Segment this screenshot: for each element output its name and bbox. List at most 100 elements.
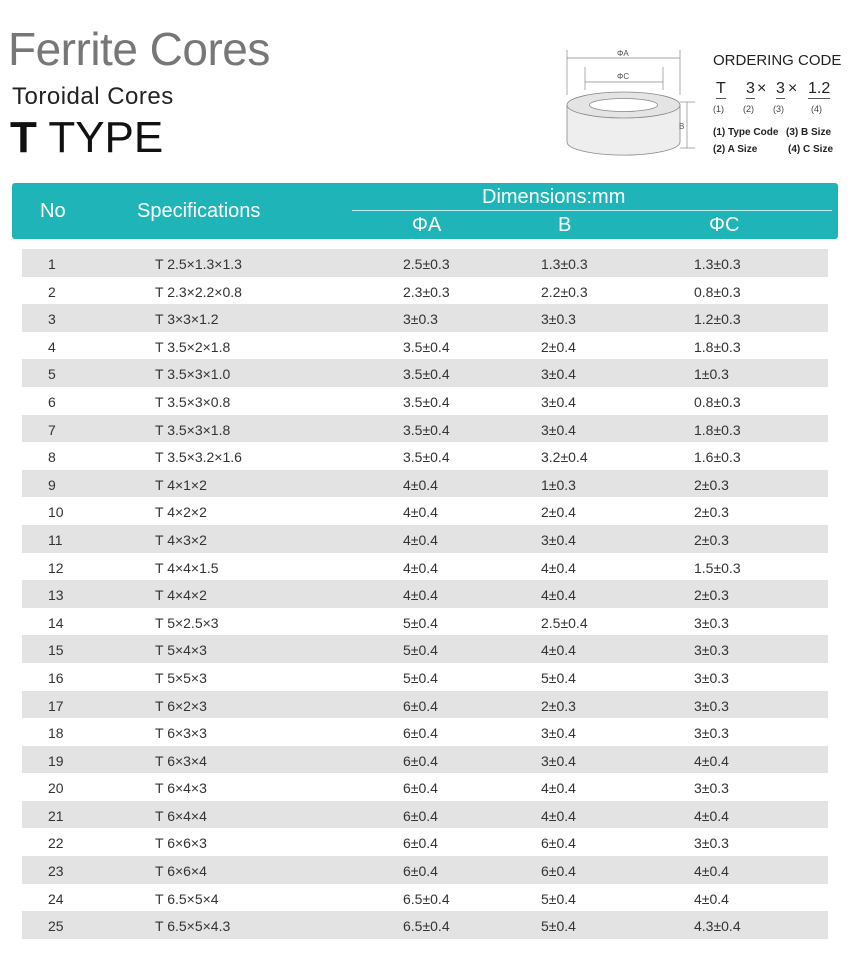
table-row: 6 T 3.5×3×0.8 3.5±0.4 3±0.4 0.8±0.3 — [22, 387, 828, 415]
cell-spec: T 4×1×2 — [155, 476, 207, 493]
cell-c: 0.8±0.3 — [694, 283, 741, 300]
cell-c: 4±0.4 — [694, 807, 729, 824]
cell-b: 4±0.4 — [541, 642, 576, 659]
cell-c: 3±0.3 — [694, 697, 729, 714]
code-part-3: 3 — [776, 80, 785, 99]
table-row: 1 T 2.5×1.3×1.3 2.5±0.3 1.3±0.3 1.3±0.3 — [22, 249, 828, 277]
cell-c: 0.8±0.3 — [694, 393, 741, 410]
table-row: 2 T 2.3×2.2×0.8 2.3±0.3 2.2±0.3 0.8±0.3 — [22, 277, 828, 305]
cell-spec: T 5×5×3 — [155, 669, 207, 686]
cell-a: 6±0.4 — [403, 835, 438, 852]
cell-spec: T 6×4×4 — [155, 807, 207, 824]
table-row: 17 T 6×2×3 6±0.4 2±0.3 3±0.3 — [22, 690, 828, 719]
cell-c: 1.3±0.3 — [694, 256, 741, 272]
table-row: 23 T 6×6×4 6±0.4 6±0.4 4±0.4 — [22, 856, 828, 884]
cell-spec: T 6×3×3 — [155, 725, 207, 742]
cell-no: 6 — [48, 393, 56, 410]
header-no: No — [40, 200, 66, 222]
table-row: 3 T 3×3×1.2 3±0.3 3±0.3 1.2±0.3 — [22, 304, 828, 332]
code-num: (2) — [743, 104, 754, 114]
cell-spec: T 4×3×2 — [155, 531, 207, 548]
cell-c: 3±0.3 — [694, 614, 729, 631]
cell-a: 2.3±0.3 — [403, 283, 450, 300]
cell-spec: T 6.5×5×4 — [155, 890, 219, 907]
cell-spec: T 3×3×1.2 — [155, 311, 219, 328]
cell-c: 2±0.3 — [694, 531, 729, 548]
header-specifications: Specifications — [137, 200, 261, 222]
cell-a: 5±0.4 — [403, 669, 438, 686]
cell-b: 3±0.4 — [541, 752, 576, 769]
type-letter: T — [10, 113, 37, 162]
cell-a: 6±0.4 — [403, 780, 438, 797]
header-a: ΦA — [412, 214, 442, 236]
cell-c: 1.2±0.3 — [694, 311, 741, 328]
cell-b: 6±0.4 — [541, 863, 576, 880]
spec-table-body: 1 T 2.5×1.3×1.3 2.5±0.3 1.3±0.3 1.3±0.3 2 T 2.… — [22, 249, 828, 939]
cell-a: 6.5±0.4 — [403, 918, 450, 935]
subtitle: Toroidal Cores — [12, 83, 174, 110]
table-row: 22 T 6×6×3 6±0.4 6±0.4 3±0.3 — [22, 828, 828, 856]
cell-no: 19 — [48, 752, 64, 769]
cell-a: 6±0.4 — [403, 725, 438, 742]
cell-no: 4 — [48, 338, 56, 355]
cell-no: 14 — [48, 614, 64, 631]
cell-a: 3.5±0.4 — [403, 421, 450, 438]
table-row: 8 T 3.5×3.2×1.6 3.5±0.4 3.2±0.4 1.6±0.3 — [22, 442, 828, 470]
cell-b: 4±0.4 — [541, 587, 576, 604]
cell-a: 6±0.4 — [403, 752, 438, 769]
cell-no: 18 — [48, 725, 64, 742]
label-a: ΦA — [617, 49, 629, 58]
cell-c: 1.5±0.3 — [694, 559, 741, 576]
cell-c: 2±0.3 — [694, 476, 729, 493]
cell-no: 17 — [48, 697, 64, 714]
label-b: B — [679, 122, 684, 131]
cell-c: 3±0.3 — [694, 669, 729, 686]
code-num: (1) — [713, 104, 724, 114]
cell-b: 5±0.4 — [541, 890, 576, 907]
cell-no: 21 — [48, 807, 64, 824]
cell-spec: T 2.3×2.2×0.8 — [155, 283, 242, 300]
page-title: Ferrite Cores — [8, 23, 270, 75]
cell-b: 3±0.3 — [541, 311, 576, 328]
cell-c: 4±0.4 — [694, 890, 729, 907]
header-c: ΦC — [709, 214, 740, 236]
cell-a: 6±0.4 — [403, 697, 438, 714]
code-num: (3) — [773, 104, 784, 114]
toroid-diagram: ΦA ΦC B — [566, 49, 695, 156]
cell-no: 23 — [48, 863, 64, 880]
cell-a: 3.5±0.4 — [403, 366, 450, 383]
cell-a: 6±0.4 — [403, 807, 438, 824]
cell-spec: T 3.5×3×1.8 — [155, 421, 231, 438]
cell-no: 11 — [48, 531, 63, 548]
cell-c: 4±0.4 — [694, 863, 729, 880]
cell-no: 12 — [48, 559, 64, 576]
cell-spec: T 3.5×3.2×1.6 — [155, 449, 242, 466]
cell-c: 2±0.3 — [694, 587, 729, 604]
table-row: 11 T 4×3×2 4±0.4 3±0.4 2±0.3 — [22, 524, 828, 553]
cell-no: 22 — [48, 835, 64, 852]
cell-a: 5±0.4 — [403, 614, 438, 631]
cell-b: 3±0.4 — [541, 421, 576, 438]
cell-no: 24 — [48, 890, 64, 907]
table-row: 15 T 5×4×3 5±0.4 4±0.4 3±0.3 — [22, 635, 828, 663]
cell-a: 5±0.4 — [403, 642, 438, 659]
cell-b: 3±0.4 — [541, 725, 576, 742]
cell-b: 2±0.4 — [541, 504, 576, 521]
legend-item: (1) Type Code — [713, 127, 779, 138]
code-part-4: 1.2 — [808, 80, 831, 99]
code-num: (4) — [811, 104, 822, 114]
header-dimensions: Dimensions:mm — [482, 186, 626, 208]
code-part-2: 3 — [746, 80, 755, 99]
cell-b: 5±0.4 — [541, 669, 576, 686]
cell-no: 7 — [48, 421, 56, 438]
cell-no: 10 — [48, 504, 64, 521]
cell-a: 4±0.4 — [403, 587, 438, 604]
table-row: 16 T 5×5×3 5±0.4 5±0.4 3±0.3 — [22, 663, 828, 691]
cell-no: 3 — [48, 311, 56, 328]
legend-item: (2) A Size — [713, 144, 758, 155]
cell-a: 6.5±0.4 — [403, 890, 450, 907]
cell-b: 4±0.4 — [541, 807, 576, 824]
cell-b: 2.5±0.4 — [541, 614, 588, 631]
cell-no: 16 — [48, 669, 64, 686]
cell-b: 5±0.4 — [541, 918, 576, 935]
